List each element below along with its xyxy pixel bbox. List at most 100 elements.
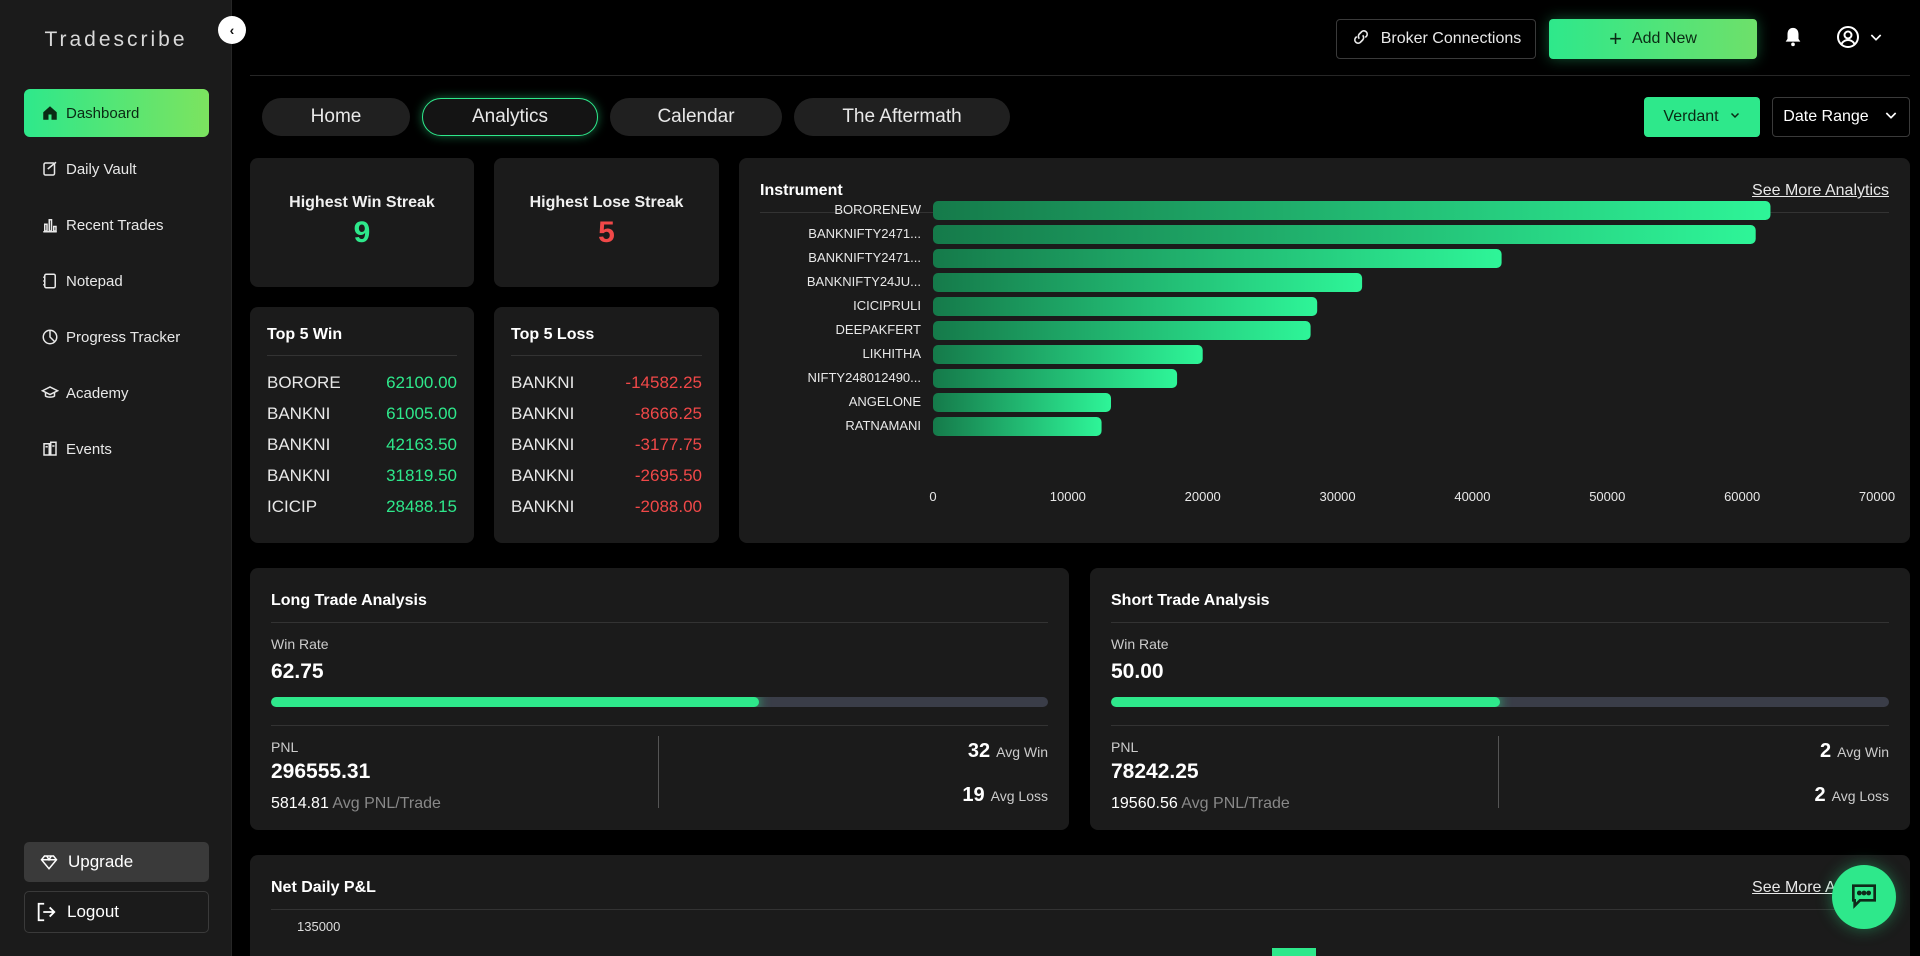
x-axis-tick-label: 40000 [1454,489,1490,504]
list-item: BANKNI -14582.25 [511,373,702,397]
upgrade-button[interactable]: Upgrade [24,842,209,882]
sidebar-item-progress-tracker[interactable]: Progress Tracker [24,313,209,361]
pnl-label: PNL [271,739,299,755]
sidebar-item-notepad[interactable]: Notepad [24,257,209,305]
bar[interactable] [933,417,1102,436]
home-icon [40,103,60,123]
diamond-icon [40,853,58,871]
notifications-button[interactable] [1780,26,1806,52]
add-new-label: Add New [1631,30,1697,47]
sidebar-item-label: Academy [66,384,129,402]
bar[interactable] [933,249,1502,268]
x-axis-tick-label: 10000 [1050,489,1086,504]
short-trade-card: Short Trade Analysis Win Rate 50.00 PNL … [1090,568,1910,830]
avg-win: 32 Avg Win [968,740,1048,763]
sidebar-nav: Dashboard Daily Vault Recent Trades Note… [24,89,209,481]
date-range-select[interactable]: Date Range [1772,97,1910,137]
bar[interactable] [933,369,1178,388]
account-select[interactable]: Verdant [1644,97,1760,137]
divider [271,622,1048,623]
list-item: BANKNI 42163.50 [267,435,457,459]
chat-button[interactable] [1832,865,1896,929]
instrument-card: Instrument See More Analytics BORORENEW B… [739,158,1910,543]
sidebar-item-daily-vault[interactable]: Daily Vault [24,145,209,193]
win-rate-progress [271,697,1048,707]
bar[interactable] [933,393,1112,412]
sidebar-item-label: Dashboard [66,104,140,122]
category-label: BANKNIFTY2471... [808,226,921,241]
win-rate-progress [1111,697,1889,707]
instrument-name: BANKNI [511,466,575,485]
sidebar-item-label: Recent Trades [66,216,164,234]
category-label: NIFTY248012490... [808,370,921,385]
bar[interactable] [933,345,1203,364]
instrument-name: BANKNI [511,435,575,454]
bar[interactable] [933,225,1756,244]
divider [1498,736,1499,808]
pnl-value: 296555.31 [271,760,371,783]
category-label: ANGELONE [849,394,922,409]
x-axis-tick-label: 60000 [1724,489,1760,504]
logout-label: Logout [67,902,119,921]
sidebar: Tradescribe Dashboard Daily Vault Recent… [0,0,232,956]
tab-analytics[interactable]: Analytics [422,98,598,136]
win-rate-label: Win Rate [271,636,329,652]
notepad-icon [40,271,60,291]
pnl-value: 31819.50 [386,466,457,485]
tab-calendar[interactable]: Calendar [610,98,782,136]
instrument-name: BANKNI [267,466,331,485]
bar[interactable] [933,273,1363,292]
chart-bar [1272,948,1316,956]
avg-pnl: 5814.81 Avg PNL/Trade [271,795,441,813]
avg-pnl-value: 5814.81 [271,795,329,812]
win-streak-value: 9 [353,216,371,249]
tab-home[interactable]: Home [262,98,410,136]
divider [271,725,1048,726]
bar[interactable] [933,321,1311,340]
instrument-name: BANKNI [267,404,331,423]
add-new-button[interactable]: + Add New [1549,19,1757,59]
chevron-down-icon [1868,29,1884,50]
header-divider [250,75,1910,76]
win-rate-label: Win Rate [1111,636,1169,652]
instrument-bar-chart: BORORENEW BANKNIFTY2471... BANKNIFTY2471..… [807,201,1895,504]
instrument-name: BANKNI [511,497,575,516]
pnl-value: 78242.25 [1111,760,1199,783]
list-item: BANKNI 61005.00 [267,404,457,428]
avg-pnl: 19560.56 Avg PNL/Trade [1111,795,1290,813]
pnl-value: 61005.00 [386,404,457,423]
sidebar-item-label: Notepad [66,272,123,290]
divider [658,736,659,808]
bell-icon [1782,26,1804,53]
see-more-analytics-link[interactable]: See More Analytics [1752,182,1889,199]
avg-loss-label: Avg Loss [990,788,1048,804]
category-label: DEEPAKFERT [836,322,922,337]
sidebar-item-events[interactable]: Events [24,425,209,473]
avg-pnl-value: 19560.56 [1111,795,1178,812]
net-daily-pnl-card: Net Daily P&L See More Analytics 135000 [250,855,1910,956]
broker-connections-button[interactable]: Broker Connections [1336,19,1536,59]
bar-chart-icon [40,215,60,235]
avg-loss: 19 Avg Loss [962,784,1048,807]
list-item: BANKNI 31819.50 [267,466,457,490]
bar[interactable] [933,201,1771,220]
tab-the-aftermath[interactable]: The Aftermath [794,98,1010,136]
short-trade-title: Short Trade Analysis [1111,592,1270,609]
category-label: BANKNIFTY2471... [808,250,921,265]
instrument-name: ICICIP [267,497,318,516]
sidebar-item-academy[interactable]: Academy [24,369,209,417]
collapse-sidebar-button[interactable]: ‹ [218,16,246,44]
user-menu-button[interactable] [1836,25,1892,52]
lose-streak-card: Highest Lose Streak 5 [494,158,719,287]
sidebar-item-dashboard[interactable]: Dashboard [24,89,209,137]
logout-icon [35,901,57,923]
x-axis-tick-label: 20000 [1185,489,1221,504]
bar[interactable] [933,297,1318,316]
category-label: LIKHITHA [862,346,921,361]
lose-streak-value: 5 [598,216,615,249]
win-rate-value: 50.00 [1111,660,1164,683]
sidebar-item-label: Progress Tracker [66,328,181,346]
sidebar-item-recent-trades[interactable]: Recent Trades [24,201,209,249]
logout-button[interactable]: Logout [24,891,209,933]
category-label: ICICIPRULI [853,298,921,313]
